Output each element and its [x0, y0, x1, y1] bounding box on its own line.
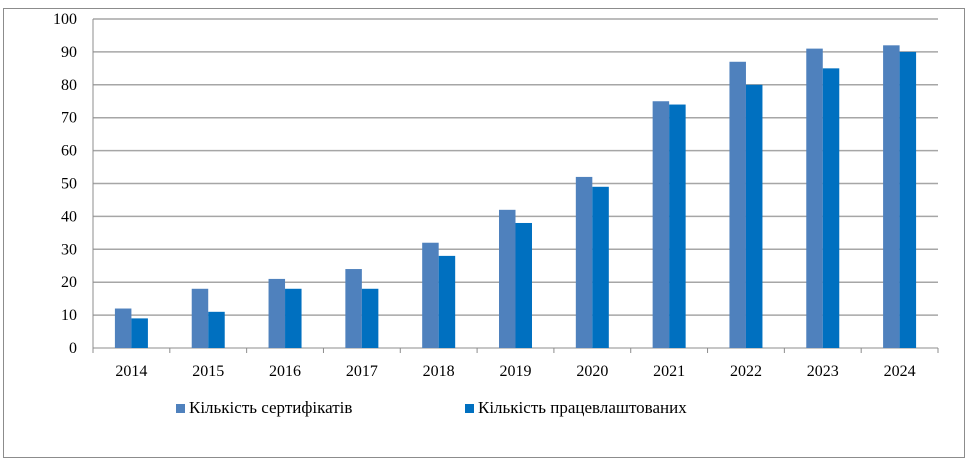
- bar-employed-2019: [515, 222, 532, 348]
- y-tick-label: 30: [61, 241, 77, 258]
- bar-employed-2021: [669, 104, 686, 348]
- x-tick-label: 2015: [192, 363, 224, 380]
- bar-employed-2022: [745, 84, 763, 349]
- bar-certificates-2016: [268, 278, 286, 348]
- y-tick-label: 80: [61, 77, 77, 94]
- y-tick-label: 100: [53, 11, 77, 28]
- bar-certificates-2018: [422, 242, 439, 348]
- y-tick-label: 20: [61, 274, 77, 291]
- x-tick-label: 2021: [653, 363, 685, 380]
- y-tick-label: 90: [61, 44, 77, 61]
- legend-swatch-employed: [465, 403, 474, 413]
- y-tick-label: 10: [61, 307, 77, 324]
- y-tick-label: 50: [61, 176, 77, 193]
- x-tick-label: 2016: [269, 363, 301, 380]
- x-tick-label: 2018: [423, 363, 455, 380]
- x-tick-label: 2019: [500, 363, 532, 380]
- bar-certificates-2014: [114, 308, 132, 348]
- bar-employed-2015: [208, 311, 225, 348]
- x-tick-label: 2014: [115, 363, 147, 380]
- bar-certificates-2020: [575, 176, 593, 348]
- y-tick-label: 0: [69, 340, 77, 357]
- x-tick-label: 2023: [807, 363, 839, 380]
- bar-certificates-2019: [499, 209, 516, 348]
- legend-item-certificates: Кількість сертифікатів: [176, 398, 352, 418]
- y-tick-label: 70: [61, 110, 77, 127]
- chart-frame: [3, 8, 965, 458]
- legend-label-employed: Кількість працевлаштованих: [478, 398, 687, 417]
- bar-employed-2018: [438, 255, 456, 348]
- bar-certificates-2022: [729, 61, 746, 349]
- y-tick-label: 40: [61, 208, 77, 225]
- x-tick-label: 2024: [884, 363, 916, 380]
- y-tick-label: 60: [61, 143, 77, 160]
- bar-certificates-2024: [883, 45, 900, 348]
- bar-employed-2020: [592, 186, 609, 348]
- x-tick-label: 2020: [576, 363, 608, 380]
- x-tick-label: 2022: [730, 363, 762, 380]
- bar-employed-2023: [822, 68, 840, 348]
- bar-employed-2017: [361, 288, 379, 348]
- legend-swatch-certificates: [176, 403, 185, 413]
- legend-label-certificates: Кількість сертифікатів: [189, 398, 353, 417]
- bar-employed-2014: [131, 318, 148, 348]
- legend-item-employed: Кількість працевлаштованих: [465, 398, 687, 418]
- x-tick-label: 2017: [346, 363, 378, 380]
- bar-certificates-2015: [191, 288, 209, 348]
- bar-certificates-2023: [806, 48, 823, 349]
- bar-employed-2024: [899, 51, 917, 349]
- bar-certificates-2017: [345, 269, 362, 348]
- bar-employed-2016: [285, 288, 302, 348]
- bar-certificates-2021: [652, 101, 670, 348]
